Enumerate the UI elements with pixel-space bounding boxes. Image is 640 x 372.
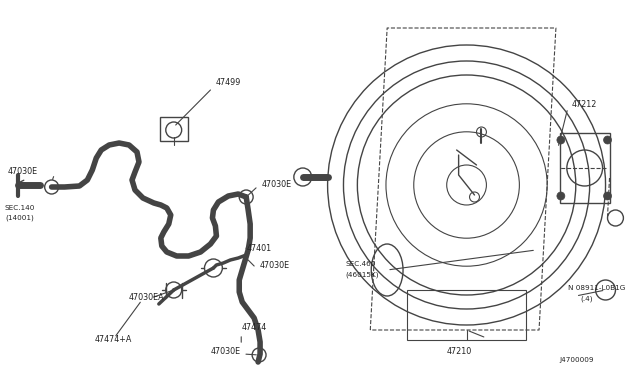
Circle shape <box>604 192 611 200</box>
Text: 47030E: 47030E <box>211 347 241 356</box>
Text: 47030EA: 47030EA <box>129 292 164 301</box>
Text: 47030E: 47030E <box>260 260 290 269</box>
Text: SEC.140: SEC.140 <box>5 205 35 211</box>
Text: 47030E: 47030E <box>8 167 38 176</box>
Text: SEC.460: SEC.460 <box>346 261 376 267</box>
Text: 47474+A: 47474+A <box>94 336 132 344</box>
Circle shape <box>557 136 565 144</box>
Text: 47030E: 47030E <box>262 180 292 189</box>
Text: J4700009: J4700009 <box>559 357 594 363</box>
Circle shape <box>557 192 565 200</box>
Text: 47474: 47474 <box>241 324 266 333</box>
Text: 47210: 47210 <box>447 347 472 356</box>
Text: 47499: 47499 <box>216 77 241 87</box>
Text: (46015K): (46015K) <box>346 272 379 278</box>
Circle shape <box>604 136 611 144</box>
Text: (.4): (.4) <box>580 296 593 302</box>
Text: 47401: 47401 <box>246 244 271 253</box>
Text: (14001): (14001) <box>5 215 34 221</box>
Text: N 08911-L0B1G: N 08911-L0B1G <box>568 285 625 291</box>
Text: 47212: 47212 <box>572 99 597 109</box>
